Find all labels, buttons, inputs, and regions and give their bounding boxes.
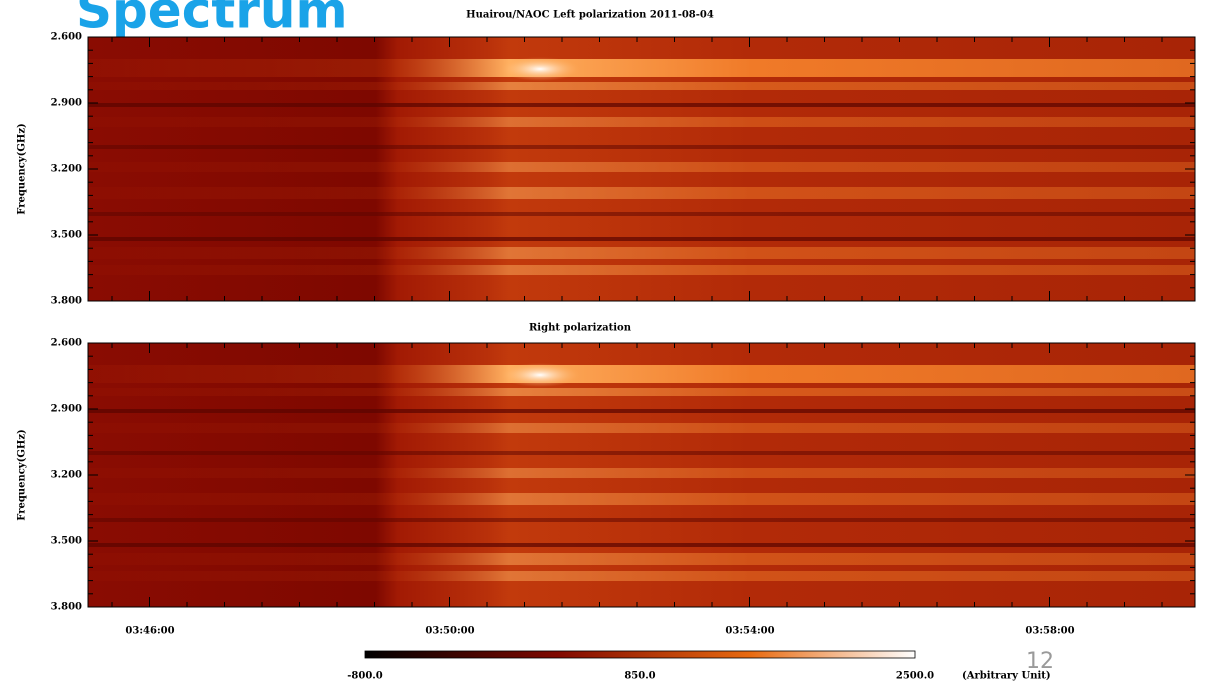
panel-title: Right polarization [529,323,632,334]
panel-title: Huairou/NAOC Left polarization 2011-08-0… [466,10,714,21]
x-tick-label: 03:46:00 [125,626,174,637]
spectrum-image [88,343,1195,607]
spectrum-image [88,37,1195,301]
colorbar-unit: (Arbitrary Unit) [962,671,1051,682]
y-tick-label: 3.200 [51,470,82,481]
x-tick-label: 03:58:00 [1025,626,1074,637]
y-axis-label: Frequency(GHz) [17,123,28,214]
colorbar-label: -800.0 [347,671,383,682]
slide-title: Spectrum [76,0,348,40]
page-number: 12 [1026,649,1054,674]
y-tick-label: 3.800 [51,296,82,307]
x-tick-label: 03:54:00 [725,626,774,637]
colorbar-label: 2500.0 [896,671,934,682]
y-tick-label: 2.900 [51,98,82,109]
y-tick-label: 3.500 [51,230,82,241]
y-tick-label: 2.900 [51,404,82,415]
y-tick-label: 3.200 [51,164,82,175]
y-axis-label: Frequency(GHz) [17,429,28,520]
y-tick-label: 3.500 [51,536,82,547]
colorbar [364,650,916,659]
y-tick-label: 2.600 [51,338,82,349]
x-tick-label: 03:50:00 [425,626,474,637]
y-tick-label: 3.800 [51,602,82,613]
y-tick-label: 2.600 [51,32,82,43]
colorbar-label: 850.0 [624,671,655,682]
